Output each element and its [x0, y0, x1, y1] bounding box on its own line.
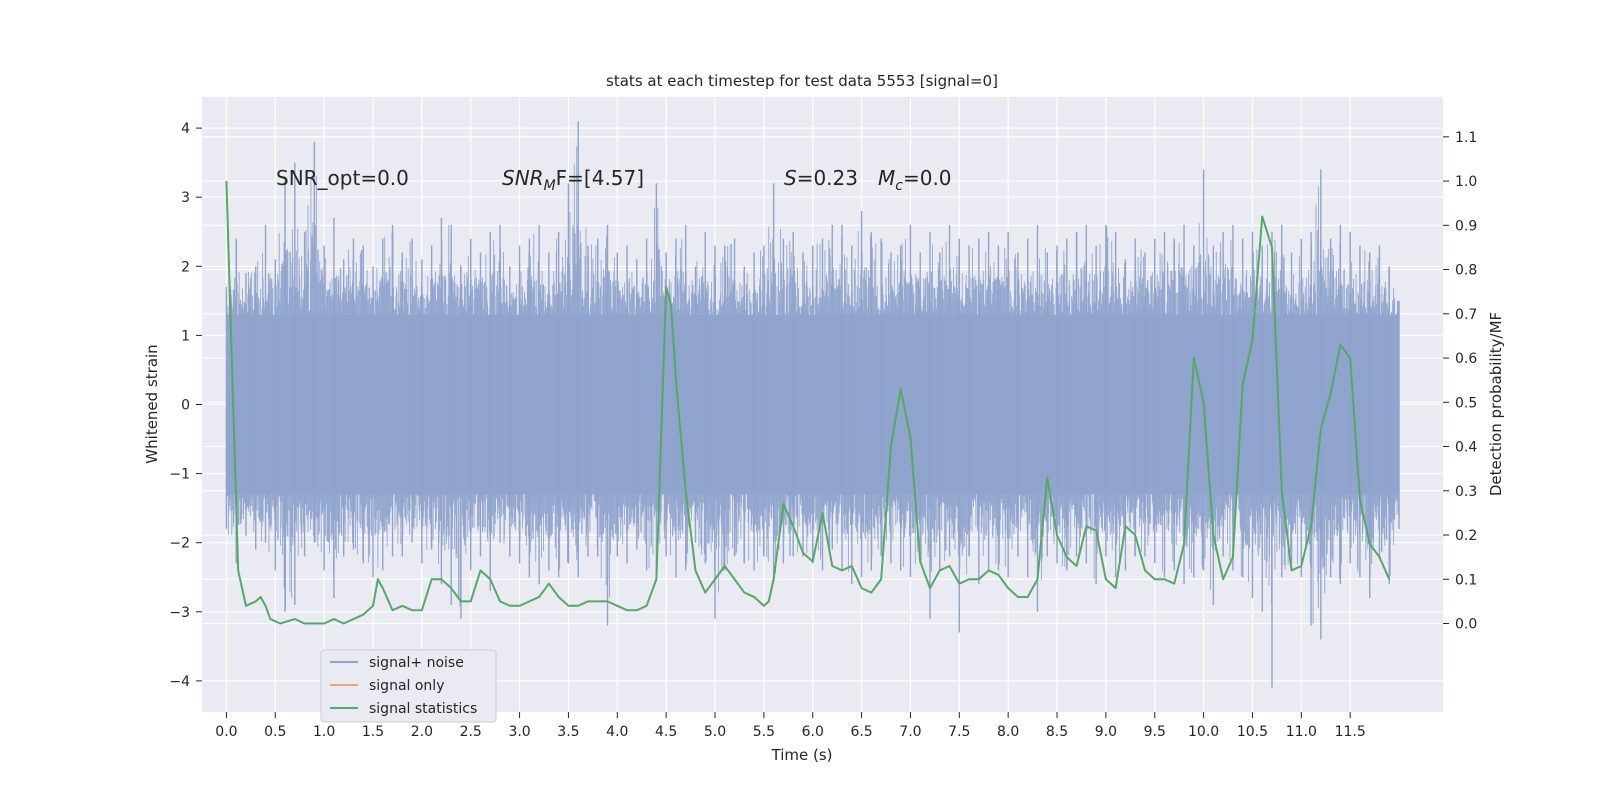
annotation-mc-sub: c: [895, 178, 903, 194]
x-tick-label: 9.0: [1095, 724, 1117, 740]
legend-box: [320, 649, 497, 723]
chart-title: stats at each timestep for test data 555…: [606, 72, 998, 90]
x-tick-label: 1.0: [313, 724, 335, 740]
x-tick-label: 3.5: [557, 724, 579, 740]
y2-tick-label: 0.8: [1455, 263, 1477, 279]
y2-axis-ticks: 0.0 0.1 0.2 0.3 0.4 0.5 0.6 0.7 0.8 0.9 1.0 1.1: [1443, 130, 1477, 633]
x-tick-label: 11.5: [1335, 724, 1366, 740]
annotation-snr-mf: SNRMF=[4.57]: [502, 166, 644, 194]
x-axis-label: Time (s): [771, 746, 833, 764]
y-tick-label: −3: [169, 605, 190, 621]
x-tick-label: 2.0: [411, 724, 433, 740]
y2-tick-label: 0.7: [1455, 307, 1477, 323]
annotation-mc-value: =0.0: [903, 166, 952, 190]
y2-tick-label: 1.1: [1455, 130, 1477, 146]
annotation-s-value: =0.23: [797, 166, 858, 190]
x-tick-label: 4.5: [655, 724, 677, 740]
x-tick-label: 8.5: [1046, 724, 1068, 740]
x-tick-label: 10.5: [1237, 724, 1268, 740]
x-tick-label: 6.0: [802, 724, 824, 740]
x-tick-label: 10.0: [1188, 724, 1219, 740]
y2-tick-label: 0.3: [1455, 484, 1477, 500]
y-tick-label: 2: [181, 259, 190, 275]
y2-tick-label: 0.9: [1455, 218, 1477, 234]
y2-axis-label: Detection probability/MF: [1487, 312, 1505, 496]
y2-tick-label: 0.2: [1455, 528, 1477, 544]
y-tick-label: 1: [181, 328, 190, 344]
y-tick-label: −2: [169, 536, 190, 552]
signal-statistics-line: [225, 181, 1391, 625]
legend-label-signal-statistics: signal statistics: [369, 701, 477, 717]
y2-tick-label: 0.1: [1455, 572, 1477, 588]
x-tick-label: 6.5: [850, 724, 872, 740]
x-tick-label: 0.0: [215, 724, 237, 740]
y-tick-label: −1: [169, 467, 190, 483]
y2-tick-label: 0.0: [1455, 617, 1477, 633]
y-tick-label: −4: [169, 674, 190, 690]
y2-tick-label: 0.5: [1455, 395, 1477, 411]
y-tick-label: 4: [181, 121, 190, 137]
y2-tick-label: 1.0: [1455, 174, 1477, 190]
annotation-snr-opt: SNR_opt=0.0: [276, 166, 409, 190]
signal-noise-extremes: [225, 121, 1400, 688]
legend-label-signal-noise: signal+ noise: [369, 655, 464, 671]
annotation-s-symbol: S: [784, 166, 797, 190]
x-tick-label: 7.5: [948, 724, 970, 740]
x-tick-label: 1.5: [362, 724, 384, 740]
x-tick-label: 2.5: [460, 724, 482, 740]
x-axis-ticks: 0.0 0.5 1.0 1.5 2.0 2.5 3.0 3.5 4.0 4.5 5.0 5.5 6.0 6…: [215, 712, 1366, 740]
y-axis-label: Whitened strain: [143, 344, 161, 463]
x-tick-label: 3.0: [508, 724, 530, 740]
annotation-snr-mf-rest: F=[4.57]: [556, 166, 644, 190]
x-tick-label: 5.5: [753, 724, 775, 740]
annotation-snr-mf-sub: M: [544, 178, 556, 194]
x-tick-label: 11.0: [1286, 724, 1317, 740]
annotation-snr-mf-main: SNR: [502, 166, 544, 190]
y2-tick-label: 0.4: [1455, 440, 1477, 456]
y2-tick-label: 0.6: [1455, 351, 1477, 367]
y-tick-label: 3: [181, 190, 190, 206]
x-tick-label: 8.0: [997, 724, 1019, 740]
legend: signal+ noise signal only signal statist…: [320, 649, 497, 723]
annotation-mc-symbol: M: [878, 166, 895, 190]
signal-statistics-series: [225, 181, 1391, 625]
x-tick-label: 9.5: [1144, 724, 1166, 740]
x-tick-label: 4.0: [606, 724, 628, 740]
x-tick-label: 0.5: [264, 724, 286, 740]
annotation-s: S=0.23: [784, 166, 858, 190]
y-axis-ticks: −4 −3 −2 −1 0 1 2 3 4: [169, 121, 202, 690]
legend-label-signal-only: signal only: [369, 678, 444, 694]
x-tick-label: 5.0: [704, 724, 726, 740]
x-tick-label: 7.0: [899, 724, 921, 740]
annotation-mc: Mc=0.0: [878, 166, 952, 194]
y-tick-label: 0: [181, 398, 190, 414]
